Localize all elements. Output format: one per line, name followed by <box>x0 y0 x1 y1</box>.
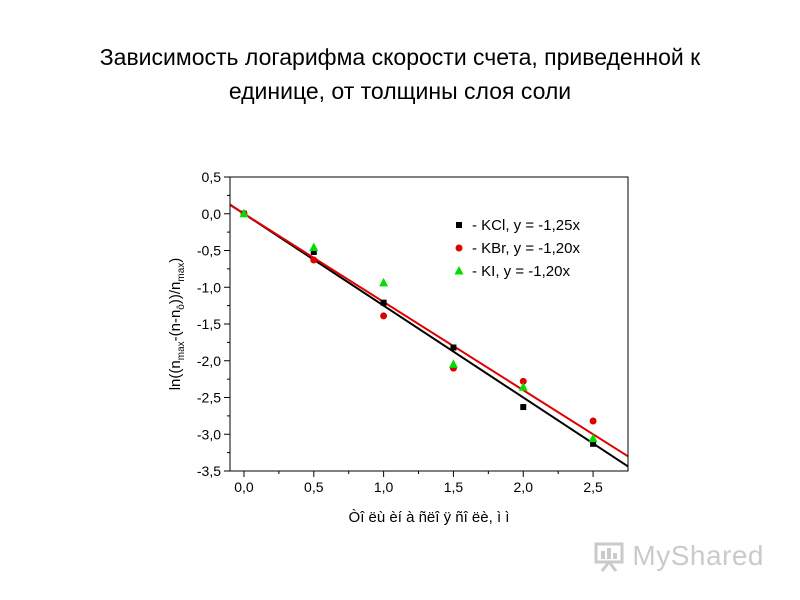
legend-marker-kcl <box>456 222 462 228</box>
watermark: MyShared <box>592 536 764 576</box>
data-point-kcl <box>380 299 387 306</box>
legend-label-ki: - KI, y = -1,20x <box>472 263 570 280</box>
ylabel-part-3: ))/n <box>167 282 184 305</box>
data-point-kbr <box>310 256 318 264</box>
ylabel-sub-max-1: max <box>176 341 187 360</box>
slide-title-line-1: Зависимость логарифма скорости счета, пр… <box>99 44 701 70</box>
legend-marker-ki <box>454 266 464 275</box>
x-tick-label: 0,5 <box>304 479 324 495</box>
x-tick-label: 2,0 <box>514 479 534 495</box>
fit-line-2 <box>229 204 629 458</box>
data-point-ki <box>239 208 249 218</box>
x-tick-label: 1,0 <box>374 479 394 495</box>
y-tick-label: -2,5 <box>197 390 221 406</box>
x-axis: 0,0 0,5 1,0 1,5 2,0 2,5 <box>234 471 603 495</box>
ylabel-part-2: -(n-n <box>167 310 184 342</box>
legend-label-kcl: - KCl, y = -1,25x <box>472 217 580 234</box>
data-point-ki <box>379 277 389 287</box>
slide-title: Зависимость логарифма скорости счета, пр… <box>40 40 760 108</box>
data-point-kcl <box>590 440 597 447</box>
data-markers <box>239 208 598 447</box>
fit-line-1 <box>229 203 629 468</box>
data-point-ki <box>518 382 528 391</box>
x-axis-label: Òî ëù èí à ñëî ÿ ñî ëè, ì ì <box>349 509 510 526</box>
slide-title-line-2: единице, от толщины слоя соли <box>228 78 572 104</box>
y-tick-label: -2,0 <box>197 353 221 369</box>
y-axis: 0,5 0,0 -0,5 -1,0 -1,5 -2,0 -2,5 -3,0 -3,5 <box>197 169 230 479</box>
ylabel-sub-phi: ô <box>176 304 187 310</box>
y-axis-label: ln((nmax-(n-nô))/nmax) <box>167 258 187 391</box>
watermark-text: MyShared <box>632 540 764 571</box>
data-point-kcl <box>450 344 457 351</box>
legend: - KCl, y = -1,25x - KBr, y = -1,20x - KI, … <box>454 217 580 280</box>
presentation-board-icon <box>594 542 624 572</box>
data-point-ki <box>588 433 598 443</box>
fit-lines <box>229 203 629 468</box>
legend-marker-kbr <box>455 244 463 252</box>
x-tick-label: 1,5 <box>444 479 464 495</box>
y-tick-label: 0,5 <box>202 169 222 185</box>
y-tick-label: 0,0 <box>202 206 222 222</box>
ylabel-sub-max-2: max <box>176 263 187 282</box>
ylabel-part-4: ) <box>167 258 184 263</box>
y-tick-label: -1,0 <box>197 279 221 295</box>
data-point-kcl <box>310 248 317 255</box>
y-tick-label: -0,5 <box>197 243 221 259</box>
data-point-kbr <box>519 377 527 385</box>
data-point-ki <box>448 359 458 368</box>
data-point-kbr <box>589 417 597 425</box>
data-point-kbr <box>380 312 388 320</box>
x-tick-label: 2,5 <box>583 479 603 495</box>
y-tick-label: -3,0 <box>197 426 221 442</box>
legend-label-kbr: - KBr, y = -1,20x <box>472 240 580 257</box>
data-point-kcl <box>520 404 527 411</box>
y-tick-label: -1,5 <box>197 316 221 332</box>
ylabel-part-1: ln((n <box>167 360 184 390</box>
data-point-ki <box>309 242 319 252</box>
x-tick-label: 0,0 <box>234 479 254 495</box>
y-tick-label: -3,5 <box>197 463 221 479</box>
